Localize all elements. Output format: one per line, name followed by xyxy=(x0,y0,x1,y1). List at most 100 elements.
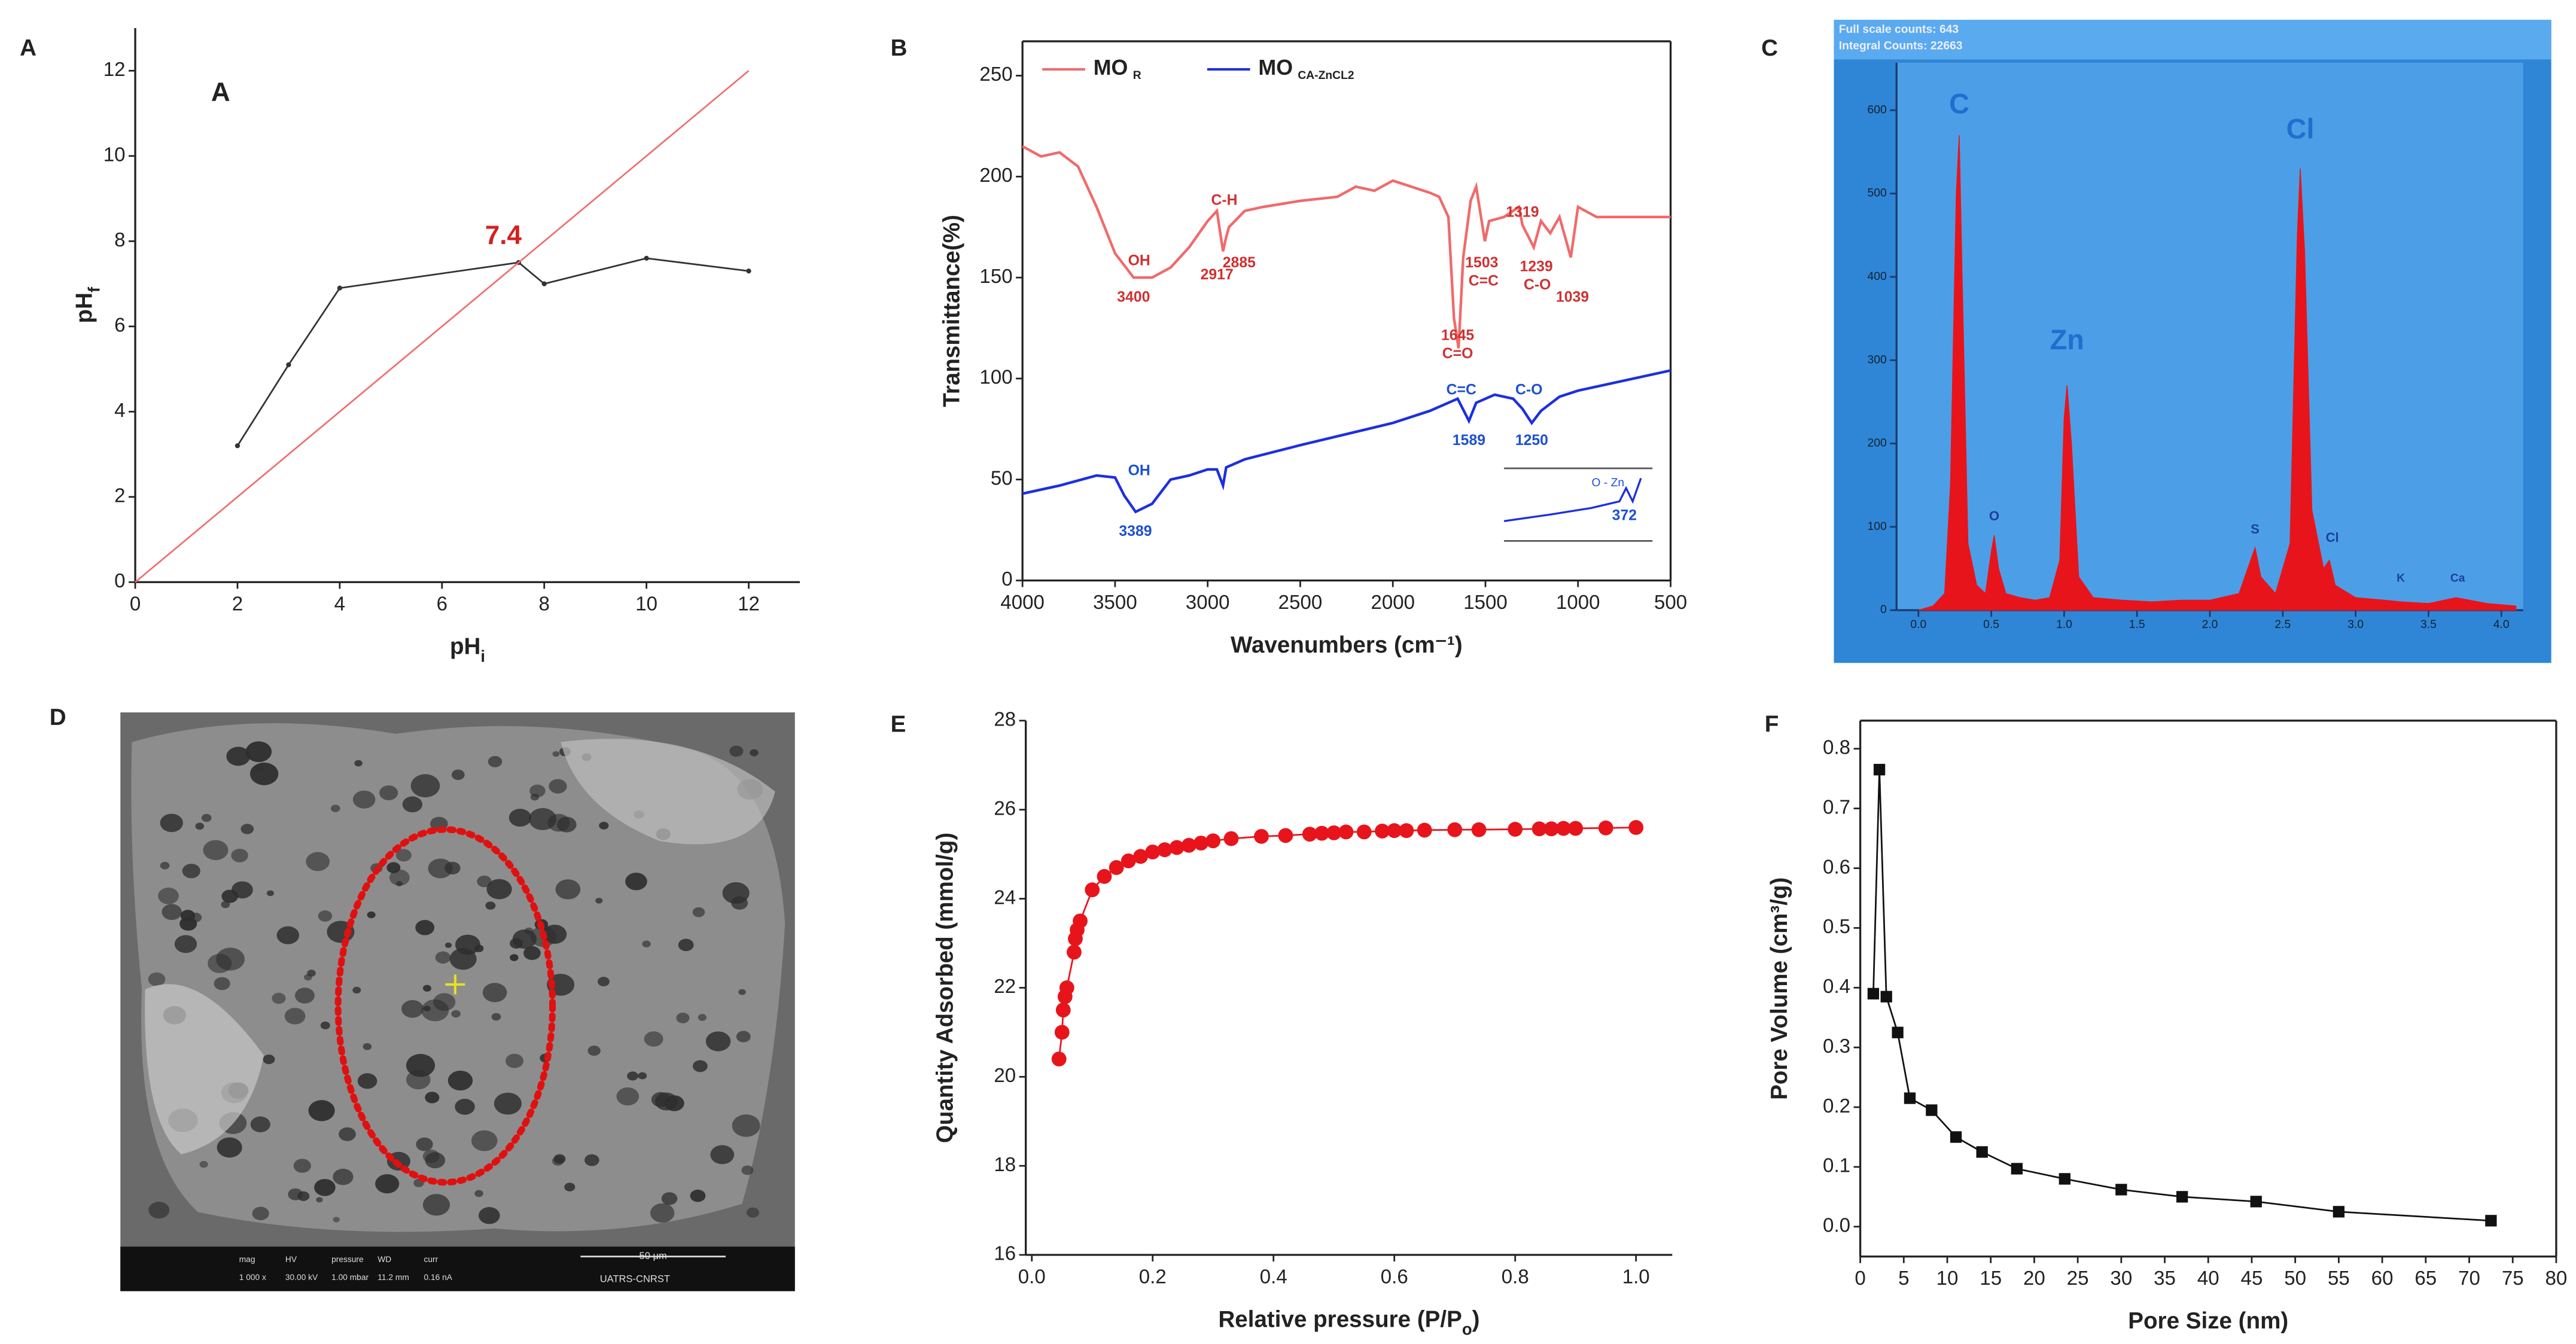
pore xyxy=(491,1013,501,1021)
pore xyxy=(379,785,398,800)
y-tick-label: 400 xyxy=(1868,270,1887,283)
pore xyxy=(401,1000,424,1018)
panel-label: E xyxy=(891,711,906,737)
x-axis-label-end: ) xyxy=(1472,1306,1480,1332)
x-tick-label: 0.6 xyxy=(1381,1266,1408,1288)
pore xyxy=(444,942,452,948)
y-tick-label: 0.2 xyxy=(1823,1095,1850,1117)
legend-entry: MO R xyxy=(1094,56,1141,81)
pore xyxy=(266,890,275,897)
pore xyxy=(692,907,705,918)
x-tick-label: 6 xyxy=(437,593,447,615)
pore xyxy=(232,881,253,899)
x-tick-label: 1500 xyxy=(1463,592,1508,614)
x-tick-label: 0.0 xyxy=(1018,1266,1046,1288)
y-tick-label: 12 xyxy=(103,59,126,81)
pore xyxy=(482,983,507,1002)
marker xyxy=(1326,825,1342,840)
x-axis-label-sub: o xyxy=(1462,1319,1472,1338)
x-tick-label: 1.0 xyxy=(1622,1266,1650,1288)
annotation: C=O xyxy=(1442,346,1473,362)
pore xyxy=(320,1021,330,1029)
annotation: 1239 xyxy=(1520,259,1553,275)
pore xyxy=(402,796,423,813)
marker xyxy=(1059,980,1074,995)
pore xyxy=(354,760,363,767)
x-tick-label: 2 xyxy=(232,593,243,615)
x-tick-label: 4.0 xyxy=(2493,618,2510,631)
pore xyxy=(598,977,610,987)
pore xyxy=(221,901,230,909)
pore xyxy=(738,989,746,995)
pore xyxy=(201,813,212,822)
info-label: pressure xyxy=(331,1255,364,1264)
pore xyxy=(182,864,200,879)
y-tick-label: 0.3 xyxy=(1823,1035,1850,1057)
marker xyxy=(1085,882,1100,898)
x-tick-label: 2.0 xyxy=(2202,618,2218,631)
x-tick-label: 35 xyxy=(2154,1267,2176,1290)
y-axis-label-sub: f xyxy=(84,287,103,292)
series-line xyxy=(236,257,749,446)
marker xyxy=(1055,1002,1071,1018)
x-tick-label: 25 xyxy=(2067,1267,2089,1290)
y-tick-label: 6 xyxy=(114,314,125,336)
info-value: 11.2 mm xyxy=(377,1273,409,1282)
annotation: 1645 xyxy=(1441,328,1474,344)
pore xyxy=(508,809,532,827)
chart-panel: E 0.0 0.2 0.4 0.6 0.8 1.0 16 18 20 22 24 26 28 Relativ… xyxy=(891,709,1673,1338)
pore xyxy=(428,858,453,879)
y-tick-label: 24 xyxy=(994,886,1016,909)
pore xyxy=(352,986,361,994)
panel-label: B xyxy=(891,35,908,61)
pore xyxy=(333,1168,354,1185)
annotation: C-O xyxy=(1515,382,1542,398)
marker xyxy=(1338,824,1354,840)
y-tick-label: 100 xyxy=(1868,520,1887,533)
annotation: Cl xyxy=(2326,530,2339,545)
pore xyxy=(255,764,264,772)
x-axis-label: Relative pressure (P/Po) xyxy=(1218,1306,1479,1338)
pore xyxy=(363,1043,372,1050)
y-tick-label: 0 xyxy=(1880,604,1887,616)
pore xyxy=(587,1046,601,1056)
y-tick-label: 0.1 xyxy=(1823,1155,1850,1177)
marker xyxy=(1531,821,1547,837)
pore xyxy=(231,848,248,863)
pore xyxy=(471,1130,498,1151)
marker xyxy=(1873,764,1886,776)
marker xyxy=(1387,823,1402,839)
pore xyxy=(304,974,312,981)
pore xyxy=(451,769,465,781)
marker xyxy=(235,443,240,449)
marker xyxy=(2011,1163,2023,1175)
series-line xyxy=(1022,145,1671,349)
legend-sub: R xyxy=(1133,69,1141,82)
x-tick-label: 0.0 xyxy=(1910,618,1926,631)
pore xyxy=(705,1031,731,1052)
annotation: C=C xyxy=(1469,273,1499,289)
marker xyxy=(2333,1206,2345,1218)
pore xyxy=(410,774,440,798)
marker xyxy=(2250,1196,2262,1208)
x-tick-label: 55 xyxy=(2328,1267,2350,1290)
x-tick-label: 0 xyxy=(1855,1267,1865,1290)
pore xyxy=(389,869,410,886)
pore xyxy=(477,875,492,888)
pore xyxy=(160,861,170,870)
pore xyxy=(367,911,376,919)
marker xyxy=(1254,828,1269,844)
pore xyxy=(736,1031,751,1043)
y-tick-label: 100 xyxy=(979,367,1012,389)
pore xyxy=(447,1071,473,1091)
pore xyxy=(616,1087,640,1106)
pore xyxy=(308,1100,335,1121)
y-tick-label: 16 xyxy=(994,1243,1016,1265)
pore xyxy=(552,751,560,757)
y-axis-label-text: Transmittance(%) xyxy=(939,215,965,407)
pore xyxy=(314,1179,336,1196)
x-tick-label: 15 xyxy=(1980,1267,2002,1290)
sem-particle xyxy=(131,723,785,1232)
pore xyxy=(406,1069,431,1090)
panel-label: A xyxy=(20,35,36,61)
